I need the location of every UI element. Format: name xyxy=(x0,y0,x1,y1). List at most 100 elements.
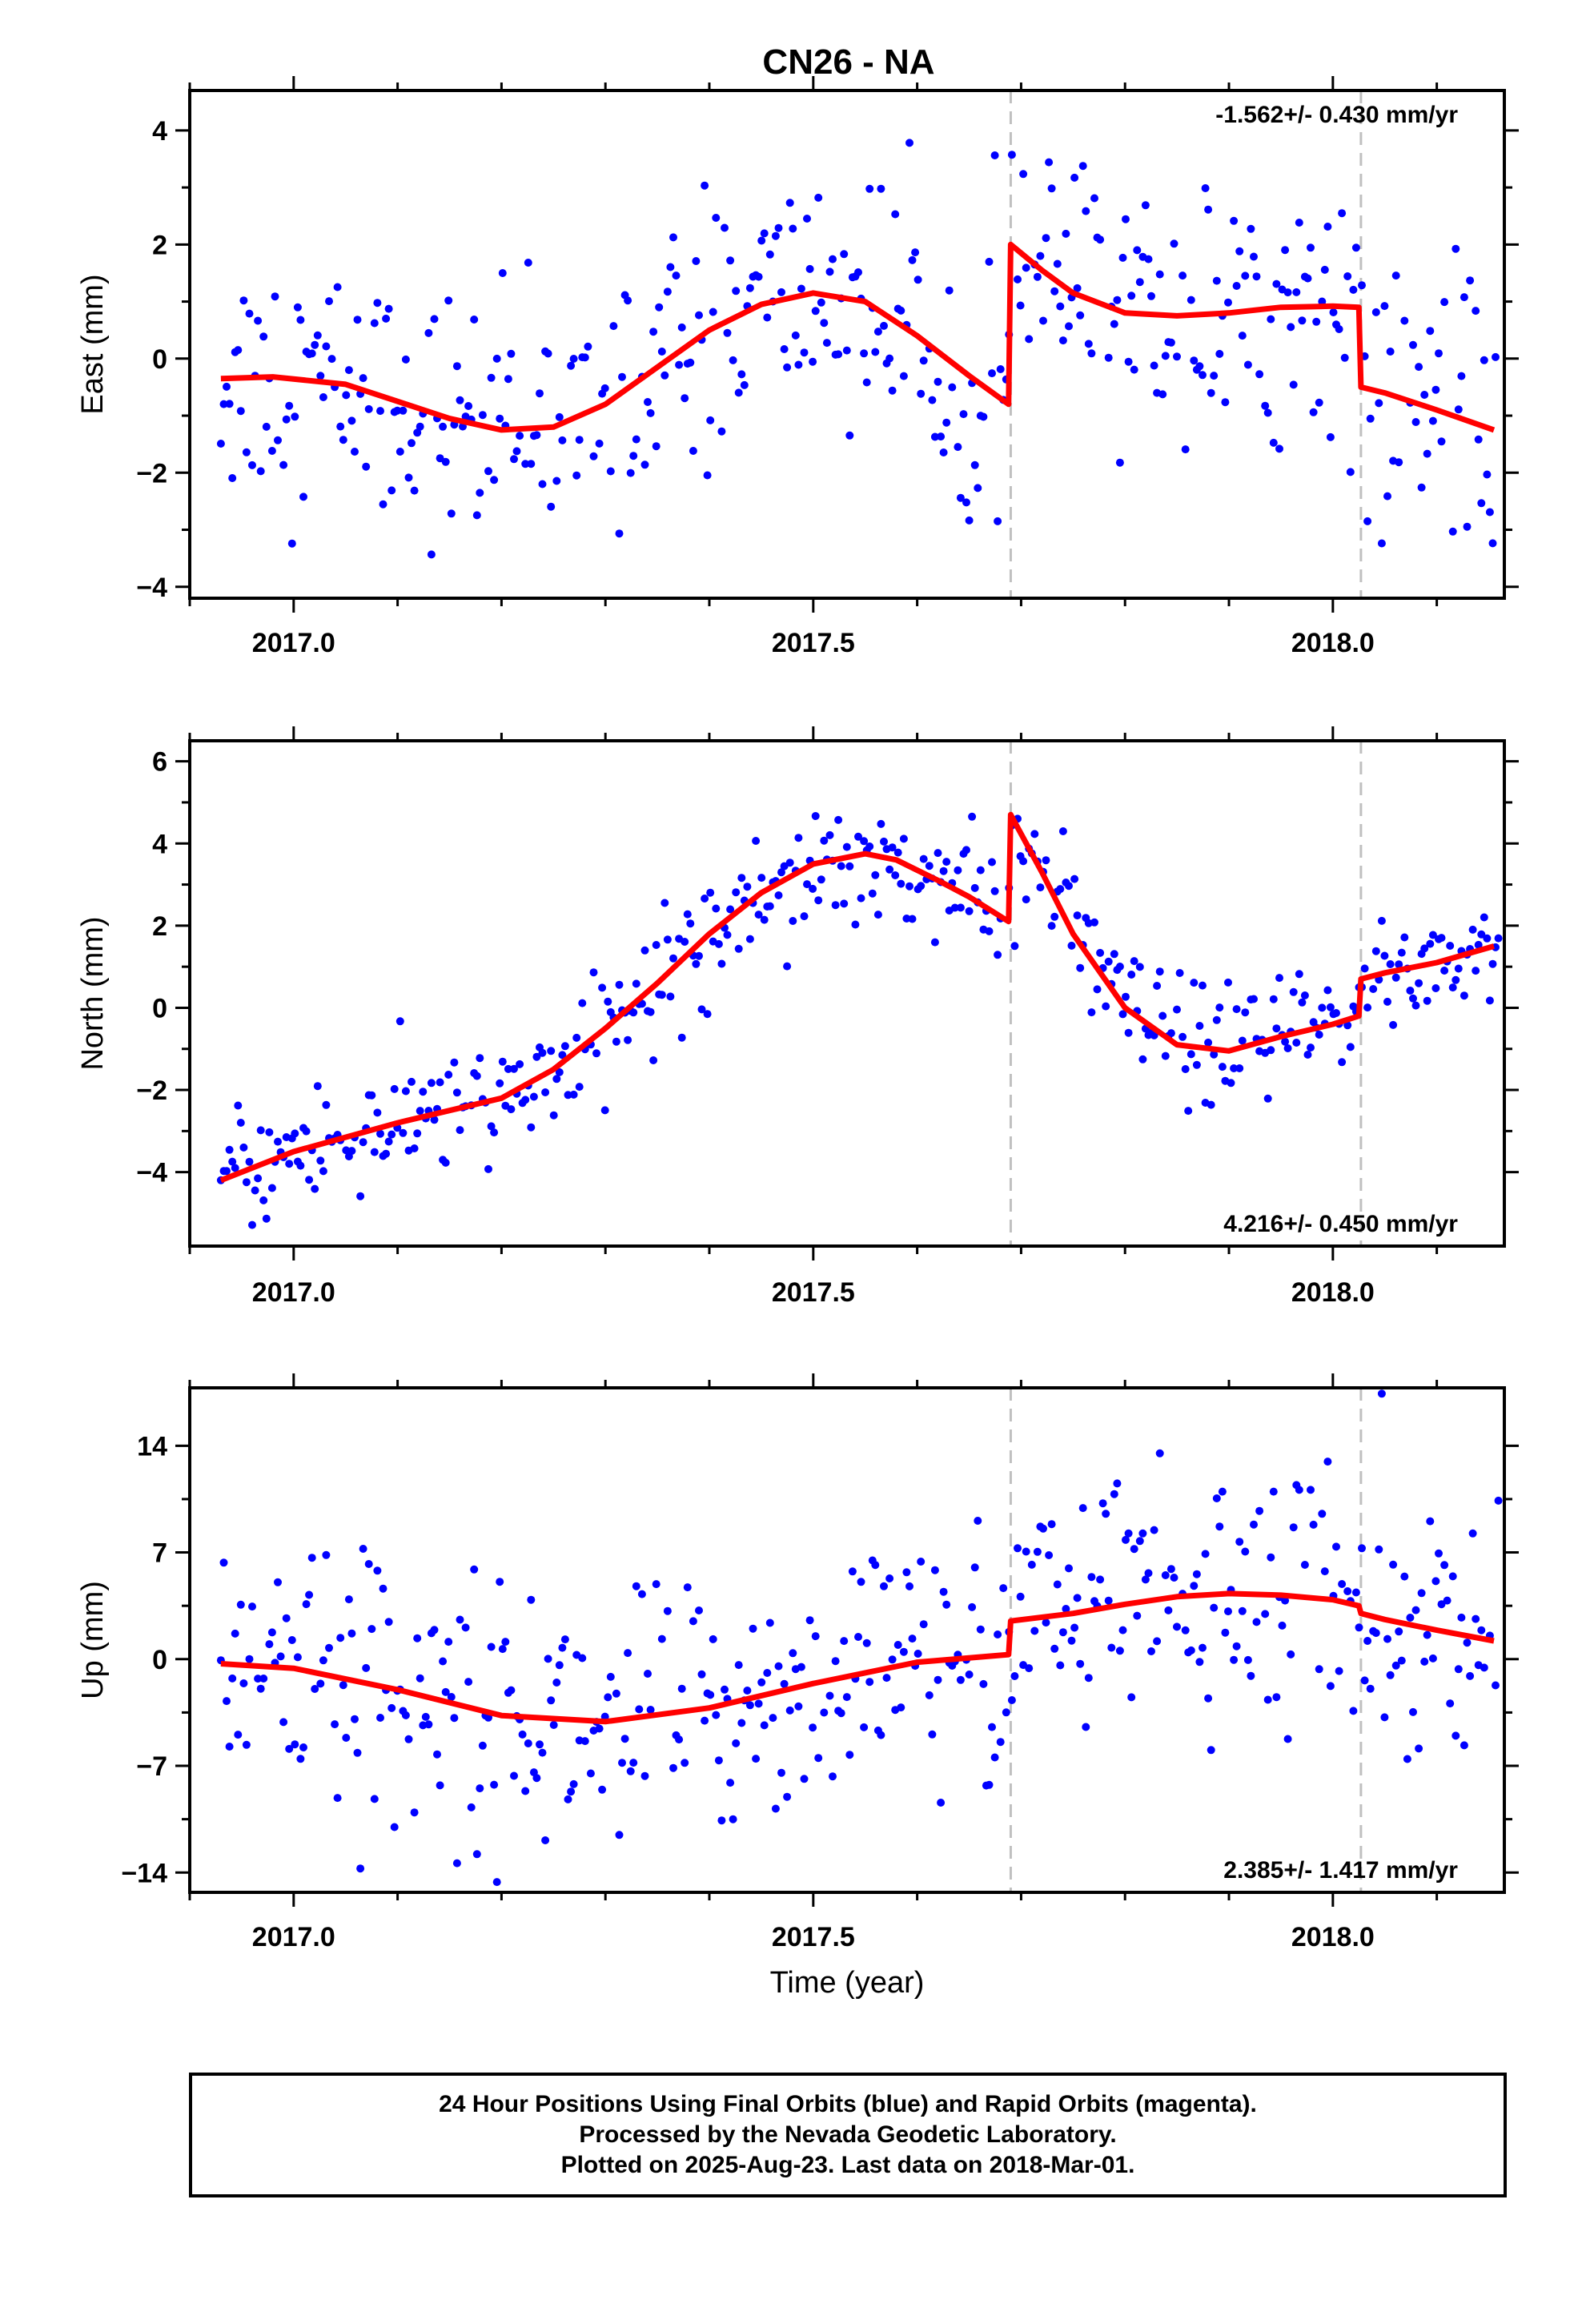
data-point xyxy=(663,1606,672,1615)
data-point xyxy=(994,1630,1002,1638)
data-point xyxy=(1263,1094,1272,1103)
data-point xyxy=(714,1756,723,1765)
data-point xyxy=(1166,1029,1175,1038)
data-point xyxy=(325,1643,333,1652)
data-point xyxy=(1138,1055,1147,1063)
data-point xyxy=(1358,1544,1366,1553)
data-point xyxy=(467,1803,476,1811)
data-point xyxy=(1363,1637,1372,1645)
data-point xyxy=(789,917,797,925)
data-point xyxy=(695,1606,703,1614)
north-panel: 2017.0 2017.5 2018.0 −4 −2 0 2 4 6 North (mm) 4.21… xyxy=(76,726,1519,1308)
data-point xyxy=(287,1636,296,1644)
data-point xyxy=(1289,987,1298,996)
data-point xyxy=(1158,1011,1167,1020)
data-point xyxy=(780,345,789,353)
data-point xyxy=(814,896,823,905)
data-point xyxy=(439,422,448,431)
data-point xyxy=(865,184,874,193)
data-point xyxy=(1110,1490,1118,1498)
data-point xyxy=(880,321,888,330)
data-point xyxy=(410,1808,419,1817)
data-point xyxy=(1115,963,1124,971)
data-point xyxy=(1170,239,1178,248)
data-point xyxy=(1207,1746,1215,1755)
data-point xyxy=(239,1679,248,1687)
data-point xyxy=(1485,996,1494,1005)
data-point xyxy=(604,1693,612,1702)
data-point xyxy=(282,1614,291,1622)
data-point xyxy=(1454,964,1463,973)
data-point xyxy=(416,1674,424,1683)
data-point xyxy=(925,1691,934,1699)
data-point xyxy=(1247,1671,1255,1680)
data-point xyxy=(527,460,536,468)
data-point xyxy=(1351,1588,1360,1597)
data-point xyxy=(274,436,282,444)
data-point xyxy=(1255,370,1264,379)
data-point xyxy=(1090,918,1098,927)
data-point xyxy=(567,1787,576,1796)
data-point xyxy=(885,865,894,874)
data-point xyxy=(1383,997,1391,1006)
data-point xyxy=(1133,1611,1142,1620)
data-point xyxy=(342,391,351,400)
data-point xyxy=(1238,1036,1247,1045)
data-point xyxy=(242,1740,251,1749)
data-point xyxy=(1076,1659,1085,1668)
data-point xyxy=(937,1799,946,1807)
data-point xyxy=(1078,1504,1087,1513)
data-point xyxy=(1454,1665,1463,1674)
x-tick-label: 2017.5 xyxy=(772,628,855,658)
data-point xyxy=(968,812,977,821)
data-point xyxy=(569,355,578,363)
data-point xyxy=(902,915,911,923)
data-point xyxy=(333,283,342,292)
data-point xyxy=(1369,985,1378,993)
data-point xyxy=(1366,1684,1375,1693)
data-point xyxy=(447,1693,456,1701)
data-point xyxy=(1466,276,1475,285)
data-point xyxy=(800,348,809,357)
data-point xyxy=(404,1735,413,1743)
data-point xyxy=(1300,1561,1309,1569)
data-point xyxy=(456,396,464,404)
data-point xyxy=(396,448,404,456)
data-point xyxy=(1241,271,1250,280)
data-point xyxy=(1295,1486,1303,1494)
data-point xyxy=(256,1126,265,1135)
data-point xyxy=(1420,391,1429,399)
velocity-rate-label: 4.216+/- 0.450 mm/yr xyxy=(1223,1211,1458,1237)
data-point xyxy=(547,502,556,511)
data-point xyxy=(769,1714,777,1723)
data-point xyxy=(1267,315,1275,324)
data-point xyxy=(552,476,561,485)
data-point xyxy=(408,1077,416,1086)
data-point xyxy=(692,959,701,968)
data-point xyxy=(430,315,439,324)
data-point xyxy=(945,286,954,295)
data-point xyxy=(436,454,444,463)
data-point xyxy=(1448,527,1457,536)
y-tick-label: 6 xyxy=(152,747,167,778)
data-point xyxy=(1150,1526,1158,1534)
data-point xyxy=(1252,1618,1261,1626)
data-point xyxy=(305,1176,314,1184)
data-point xyxy=(1343,1587,1352,1595)
data-point xyxy=(629,452,638,460)
data-point xyxy=(245,309,254,318)
data-point xyxy=(606,467,615,476)
x-axis-label: Time (year) xyxy=(770,1966,925,2000)
data-point xyxy=(1230,1064,1239,1072)
data-point xyxy=(1275,444,1283,453)
data-point xyxy=(723,328,732,337)
data-point xyxy=(558,436,567,444)
data-point xyxy=(524,259,532,267)
data-point xyxy=(1210,372,1219,380)
data-point xyxy=(661,371,669,380)
data-point xyxy=(612,1037,620,1046)
data-point xyxy=(1303,1051,1312,1059)
data-point xyxy=(311,340,319,349)
data-point xyxy=(811,812,820,820)
data-point xyxy=(265,1640,274,1649)
